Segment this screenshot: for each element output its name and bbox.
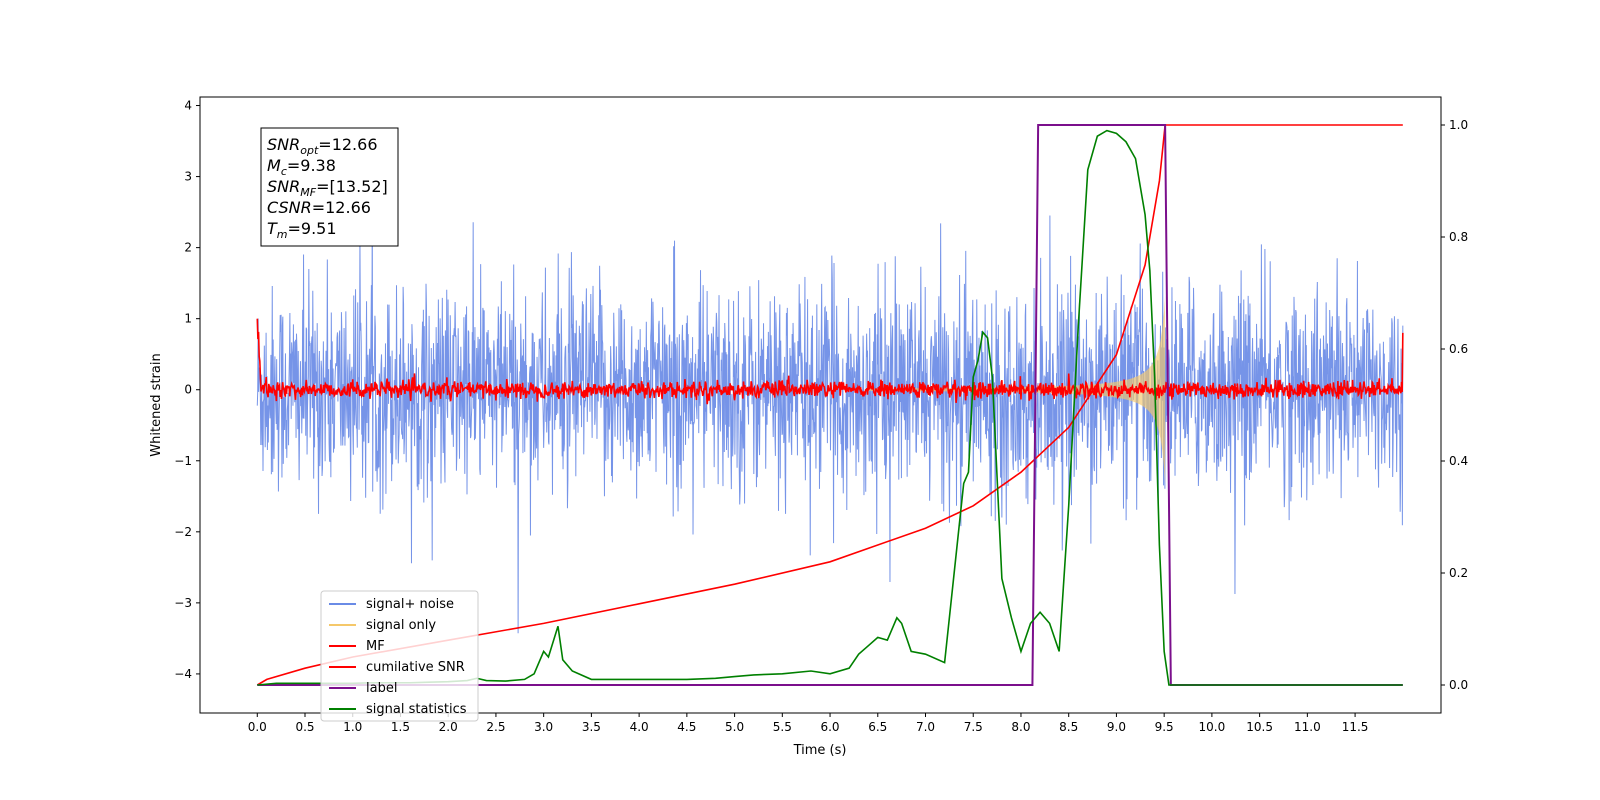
series-signal-noise-line [256, 194, 1404, 634]
x-tick-label: 3.0 [534, 720, 553, 734]
y-tick-label: −4 [174, 667, 192, 681]
legend-label: label [366, 681, 397, 696]
series-mf-line [256, 318, 1404, 405]
x-tick-label: 10.0 [1199, 720, 1226, 734]
x-tick-label: 8.0 [1011, 720, 1030, 734]
series-signal-statistics-line [257, 129, 1403, 686]
annotation-symbol: M [267, 156, 281, 175]
x-tick-label: 2.0 [439, 720, 458, 734]
annotation-subscript: opt [300, 144, 319, 157]
annotation-value: =12.66 [312, 198, 371, 217]
x-tick-label: 8.5 [1059, 720, 1078, 734]
annotation-frame [260, 127, 399, 247]
axes: 0.0 0.5 1.0 1.5 2.0 2.5 3.0 3.5 4.0 4.5 5.0 5.5 6.0 6… [174, 99, 1468, 734]
annotation-line: SNRMF=[13.52] [267, 177, 388, 199]
y-axis-label: Whitened strain [149, 353, 164, 456]
y-tick-label: 4 [184, 99, 192, 113]
y-right-tick-label: 0.8 [1449, 230, 1468, 244]
annotation-value: =12.66 [318, 135, 377, 154]
y-tick-label: 3 [184, 170, 192, 184]
annotation-value: =[13.52] [316, 177, 388, 196]
annotation-line: Mc=9.38 [267, 156, 336, 178]
annotation-line: Tm=9.51 [267, 219, 337, 241]
x-tick-label: 4.0 [630, 720, 649, 734]
x-tick-label: 11.0 [1294, 720, 1321, 734]
x-tick-label: 1.5 [391, 720, 410, 734]
annotation-symbol: SNR [267, 177, 300, 196]
legend-label: signal statistics [366, 702, 467, 717]
x-tick-label: 2.5 [486, 720, 505, 734]
y-tick-label: 1 [184, 312, 192, 326]
x-tick-label: 11.5 [1342, 720, 1369, 734]
y-tick-label: −3 [174, 596, 192, 610]
x-tick-label: 9.0 [1107, 720, 1126, 734]
x-tick-label: 6.0 [820, 720, 839, 734]
x-tick-label: 3.5 [582, 720, 601, 734]
x-axis-label: Time (s) [793, 743, 847, 758]
annotation-symbol: T [267, 219, 278, 238]
x-tick-label: 5.5 [773, 720, 792, 734]
annotation-symbol: CSNR [267, 198, 312, 217]
legend-label: signal only [366, 618, 436, 633]
annotation-line: SNRopt=12.66 [267, 135, 378, 157]
y-tick-label: −1 [174, 454, 192, 468]
annotation-box: SNRopt=12.66Mc=9.38SNRMF=[13.52]CSNR=12.… [260, 127, 399, 247]
y-tick-label: 0 [184, 383, 192, 397]
y-right-tick-label: 1.0 [1449, 118, 1468, 132]
x-tick-label: 10.5 [1246, 720, 1273, 734]
annotation-subscript: MF [300, 186, 316, 199]
legend: signal+ noise signal only MF cumilative SNR… [320, 590, 479, 722]
legend-frame [320, 590, 479, 722]
x-tick-label: 5.0 [725, 720, 744, 734]
y-right-tick-label: 0.4 [1449, 454, 1468, 468]
y-tick-label: −2 [174, 525, 192, 539]
legend-label: signal+ noise [366, 597, 454, 612]
y-right-tick-label: 0.6 [1449, 342, 1468, 356]
x-tick-label: 7.0 [916, 720, 935, 734]
x-tick-label: 4.5 [677, 720, 696, 734]
x-tick-label: 6.5 [868, 720, 887, 734]
x-tick-label: 7.5 [964, 720, 983, 734]
x-tick-label: 1.0 [343, 720, 362, 734]
annotation-subscript: m [277, 228, 288, 241]
x-tick-label: 0.5 [295, 720, 314, 734]
annotation-line: CSNR=12.66 [267, 198, 371, 217]
y-tick-label: 2 [184, 241, 192, 255]
x-tick-label: 0.0 [248, 720, 267, 734]
y-right-tick-label: 0.2 [1449, 566, 1468, 580]
plot-frame [199, 96, 1442, 714]
legend-label: MF [366, 639, 385, 654]
annotation-value: =9.51 [288, 219, 337, 238]
annotation-subscript: c [281, 165, 287, 178]
annotation-value: =9.38 [287, 156, 336, 175]
y-right-tick-label: 0.0 [1449, 678, 1468, 692]
annotation-symbol: SNR [267, 135, 300, 154]
legend-label: cumilative SNR [366, 660, 465, 675]
x-tick-label: 9.5 [1155, 720, 1174, 734]
